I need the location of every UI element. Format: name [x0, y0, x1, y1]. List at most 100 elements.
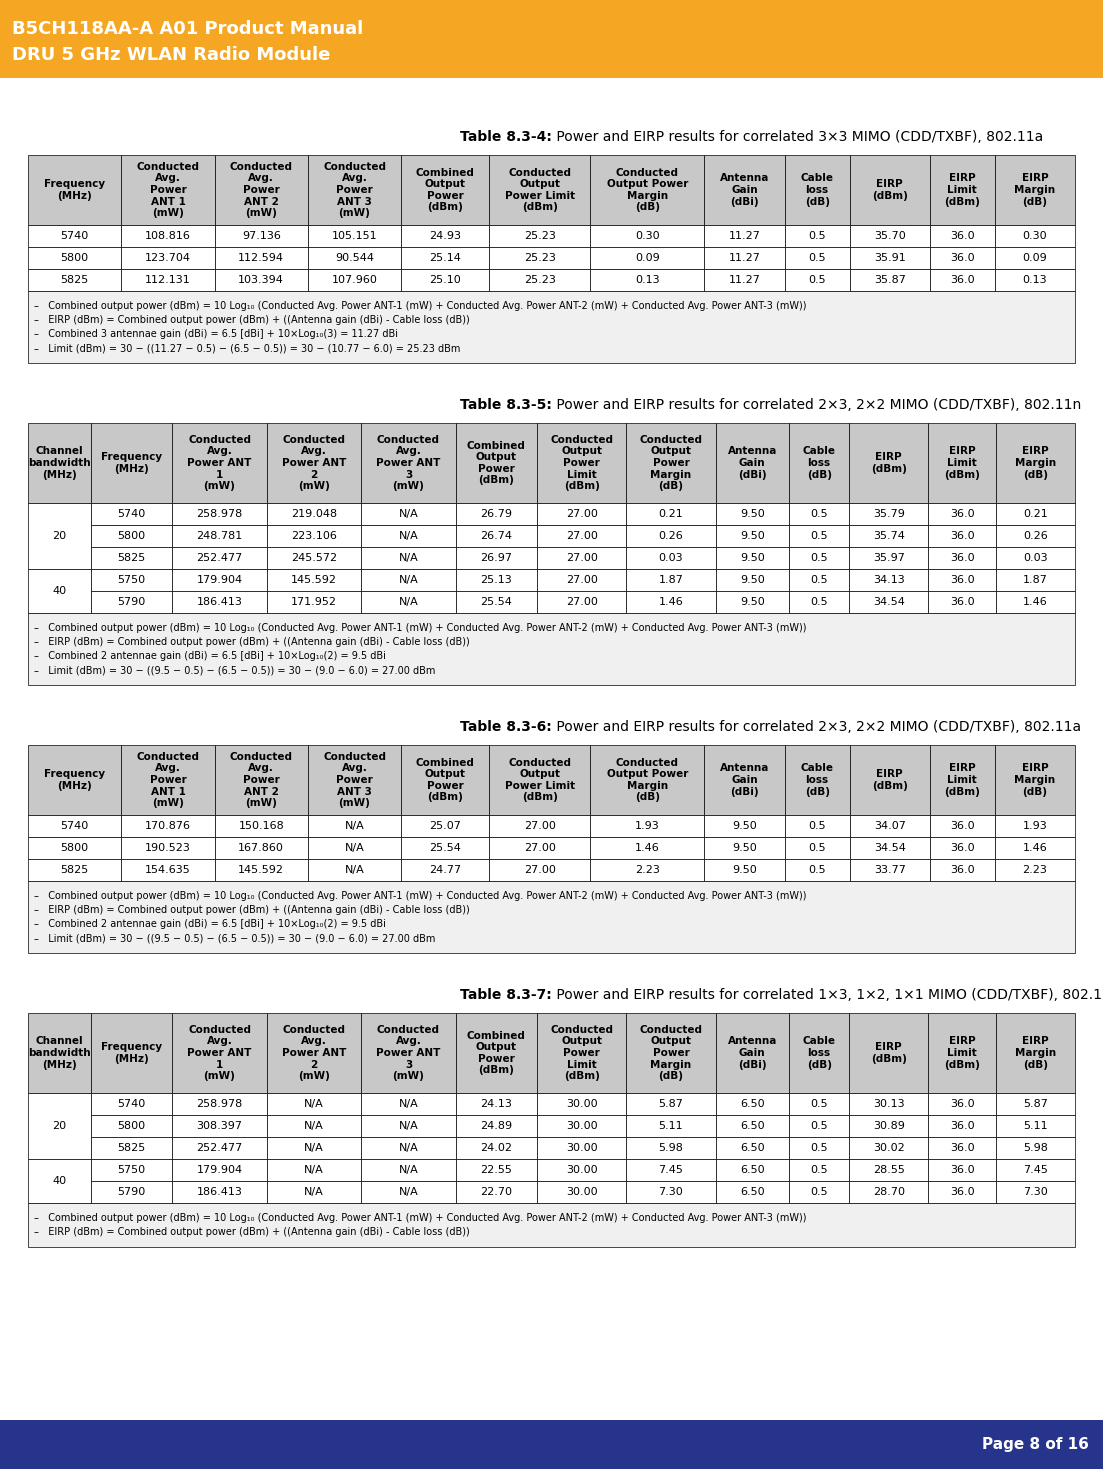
Bar	[849, 859, 930, 881]
Text: N/A: N/A	[398, 1099, 418, 1109]
Text: 1.46: 1.46	[635, 843, 660, 853]
Bar	[928, 569, 996, 591]
Text: 20: 20	[53, 1121, 66, 1131]
Text: Combined
Output
Power
(dBm): Combined Output Power (dBm)	[467, 1031, 526, 1075]
Text: Conducted
Avg.
Power ANT
1
(mW): Conducted Avg. Power ANT 1 (mW)	[188, 435, 251, 491]
Bar	[28, 156, 121, 225]
Bar	[308, 156, 401, 225]
Text: 27.00: 27.00	[524, 865, 556, 876]
Bar	[308, 225, 401, 247]
Text: Conducted
Output
Power
Limit
(dBm): Conducted Output Power Limit (dBm)	[550, 435, 613, 491]
Bar	[28, 815, 121, 837]
Text: 5740: 5740	[61, 821, 88, 831]
Text: Cable
loss
(dB): Cable loss (dB)	[803, 1037, 836, 1069]
Text: 26.97: 26.97	[481, 552, 513, 563]
Text: 190.523: 190.523	[144, 843, 191, 853]
Text: Table 8.3-6:: Table 8.3-6:	[460, 720, 552, 734]
Text: 1.93: 1.93	[1022, 821, 1047, 831]
Text: 108.816: 108.816	[144, 231, 191, 241]
Text: 112.594: 112.594	[238, 253, 285, 263]
Text: 186.413: 186.413	[196, 596, 243, 607]
Text: Combined
Output
Power
(dBm): Combined Output Power (dBm)	[416, 167, 474, 213]
Text: Antenna
Gain
(dBi): Antenna Gain (dBi)	[720, 173, 769, 207]
Text: 0.09: 0.09	[635, 253, 660, 263]
Text: 5740: 5740	[61, 231, 88, 241]
Bar	[590, 859, 705, 881]
Text: 35.74: 35.74	[872, 530, 904, 541]
Text: 258.978: 258.978	[196, 508, 243, 519]
Bar	[789, 1093, 849, 1115]
Bar	[705, 815, 784, 837]
Bar	[308, 837, 401, 859]
Text: 36.0: 36.0	[950, 574, 974, 585]
Text: N/A: N/A	[304, 1143, 324, 1153]
Bar	[789, 1137, 849, 1159]
Text: 0.21: 0.21	[658, 508, 683, 519]
Bar	[930, 815, 995, 837]
Text: EIRP
Limit
(dBm): EIRP Limit (dBm)	[944, 173, 981, 207]
Text: 0.5: 0.5	[811, 596, 828, 607]
Bar	[362, 569, 456, 591]
Bar	[716, 1181, 789, 1203]
Bar	[362, 1181, 456, 1203]
Text: 25.23: 25.23	[524, 253, 556, 263]
Bar	[172, 569, 267, 591]
Text: 36.0: 36.0	[950, 231, 975, 241]
Text: Conducted
Output
Power Limit
(dBm): Conducted Output Power Limit (dBm)	[505, 758, 575, 802]
Bar	[537, 1115, 627, 1137]
Bar	[490, 859, 590, 881]
Bar	[716, 1159, 789, 1181]
Text: 34.07: 34.07	[874, 821, 906, 831]
Bar	[849, 1137, 928, 1159]
Bar	[996, 1093, 1075, 1115]
Text: 9.50: 9.50	[740, 596, 764, 607]
Text: EIRP
Margin
(dB): EIRP Margin (dB)	[1015, 1037, 1057, 1069]
Text: N/A: N/A	[398, 1187, 418, 1197]
Bar	[90, 546, 172, 569]
Text: –   EIRP (dBm) = Combined output power (dBm) + ((Antenna gain (dBi) - Cable loss: – EIRP (dBm) = Combined output power (dB…	[34, 905, 470, 915]
Bar	[627, 1014, 716, 1093]
Bar	[267, 502, 362, 524]
Bar	[121, 859, 215, 881]
Bar	[996, 591, 1075, 613]
Text: 36.0: 36.0	[950, 552, 974, 563]
Bar	[267, 1137, 362, 1159]
Text: Antenna
Gain
(dBi): Antenna Gain (dBi)	[728, 1037, 777, 1069]
Text: 9.50: 9.50	[740, 530, 764, 541]
Text: 11.27: 11.27	[729, 253, 760, 263]
Bar	[996, 502, 1075, 524]
Bar	[90, 1159, 172, 1181]
Bar	[784, 247, 849, 269]
Text: Power and EIRP results for correlated 2×3, 2×2 MIMO (CDD/TXBF), 802.11n: Power and EIRP results for correlated 2×…	[552, 398, 1081, 411]
Text: –   EIRP (dBm) = Combined output power (dBm) + ((Antenna gain (dBi) - Cable loss: – EIRP (dBm) = Combined output power (dB…	[34, 314, 470, 325]
Text: B5CH118AA-A A01 Product Manual: B5CH118AA-A A01 Product Manual	[12, 21, 363, 38]
Bar	[996, 1181, 1075, 1203]
Text: 36.0: 36.0	[950, 253, 975, 263]
Text: 0.5: 0.5	[811, 1099, 828, 1109]
Bar	[28, 225, 121, 247]
Bar	[627, 1093, 716, 1115]
Bar	[705, 269, 784, 291]
Text: 27.00: 27.00	[524, 843, 556, 853]
Bar	[928, 546, 996, 569]
Text: Conducted
Avg.
Power ANT
2
(mW): Conducted Avg. Power ANT 2 (mW)	[282, 435, 346, 491]
Bar	[705, 745, 784, 815]
Text: 0.03: 0.03	[658, 552, 683, 563]
Text: 28.70: 28.70	[872, 1187, 904, 1197]
Text: Table 8.3-4:: Table 8.3-4:	[460, 129, 552, 144]
Bar	[537, 546, 627, 569]
Text: –   Limit (dBm) = 30 − ((11.27 − 0.5) − (6.5 − 0.5)) = 30 − (10.77 − 6.0) = 25.2: – Limit (dBm) = 30 − ((11.27 − 0.5) − (6…	[34, 342, 460, 353]
Text: 9.50: 9.50	[740, 508, 764, 519]
Bar	[995, 269, 1075, 291]
Text: 219.048: 219.048	[291, 508, 338, 519]
Text: 25.54: 25.54	[481, 596, 512, 607]
Bar	[28, 423, 90, 502]
Text: N/A: N/A	[304, 1165, 324, 1175]
Bar	[28, 247, 121, 269]
Text: N/A: N/A	[344, 843, 364, 853]
Bar	[716, 1115, 789, 1137]
Text: 5800: 5800	[61, 843, 88, 853]
Bar	[401, 815, 490, 837]
Bar	[930, 859, 995, 881]
Bar	[490, 247, 590, 269]
